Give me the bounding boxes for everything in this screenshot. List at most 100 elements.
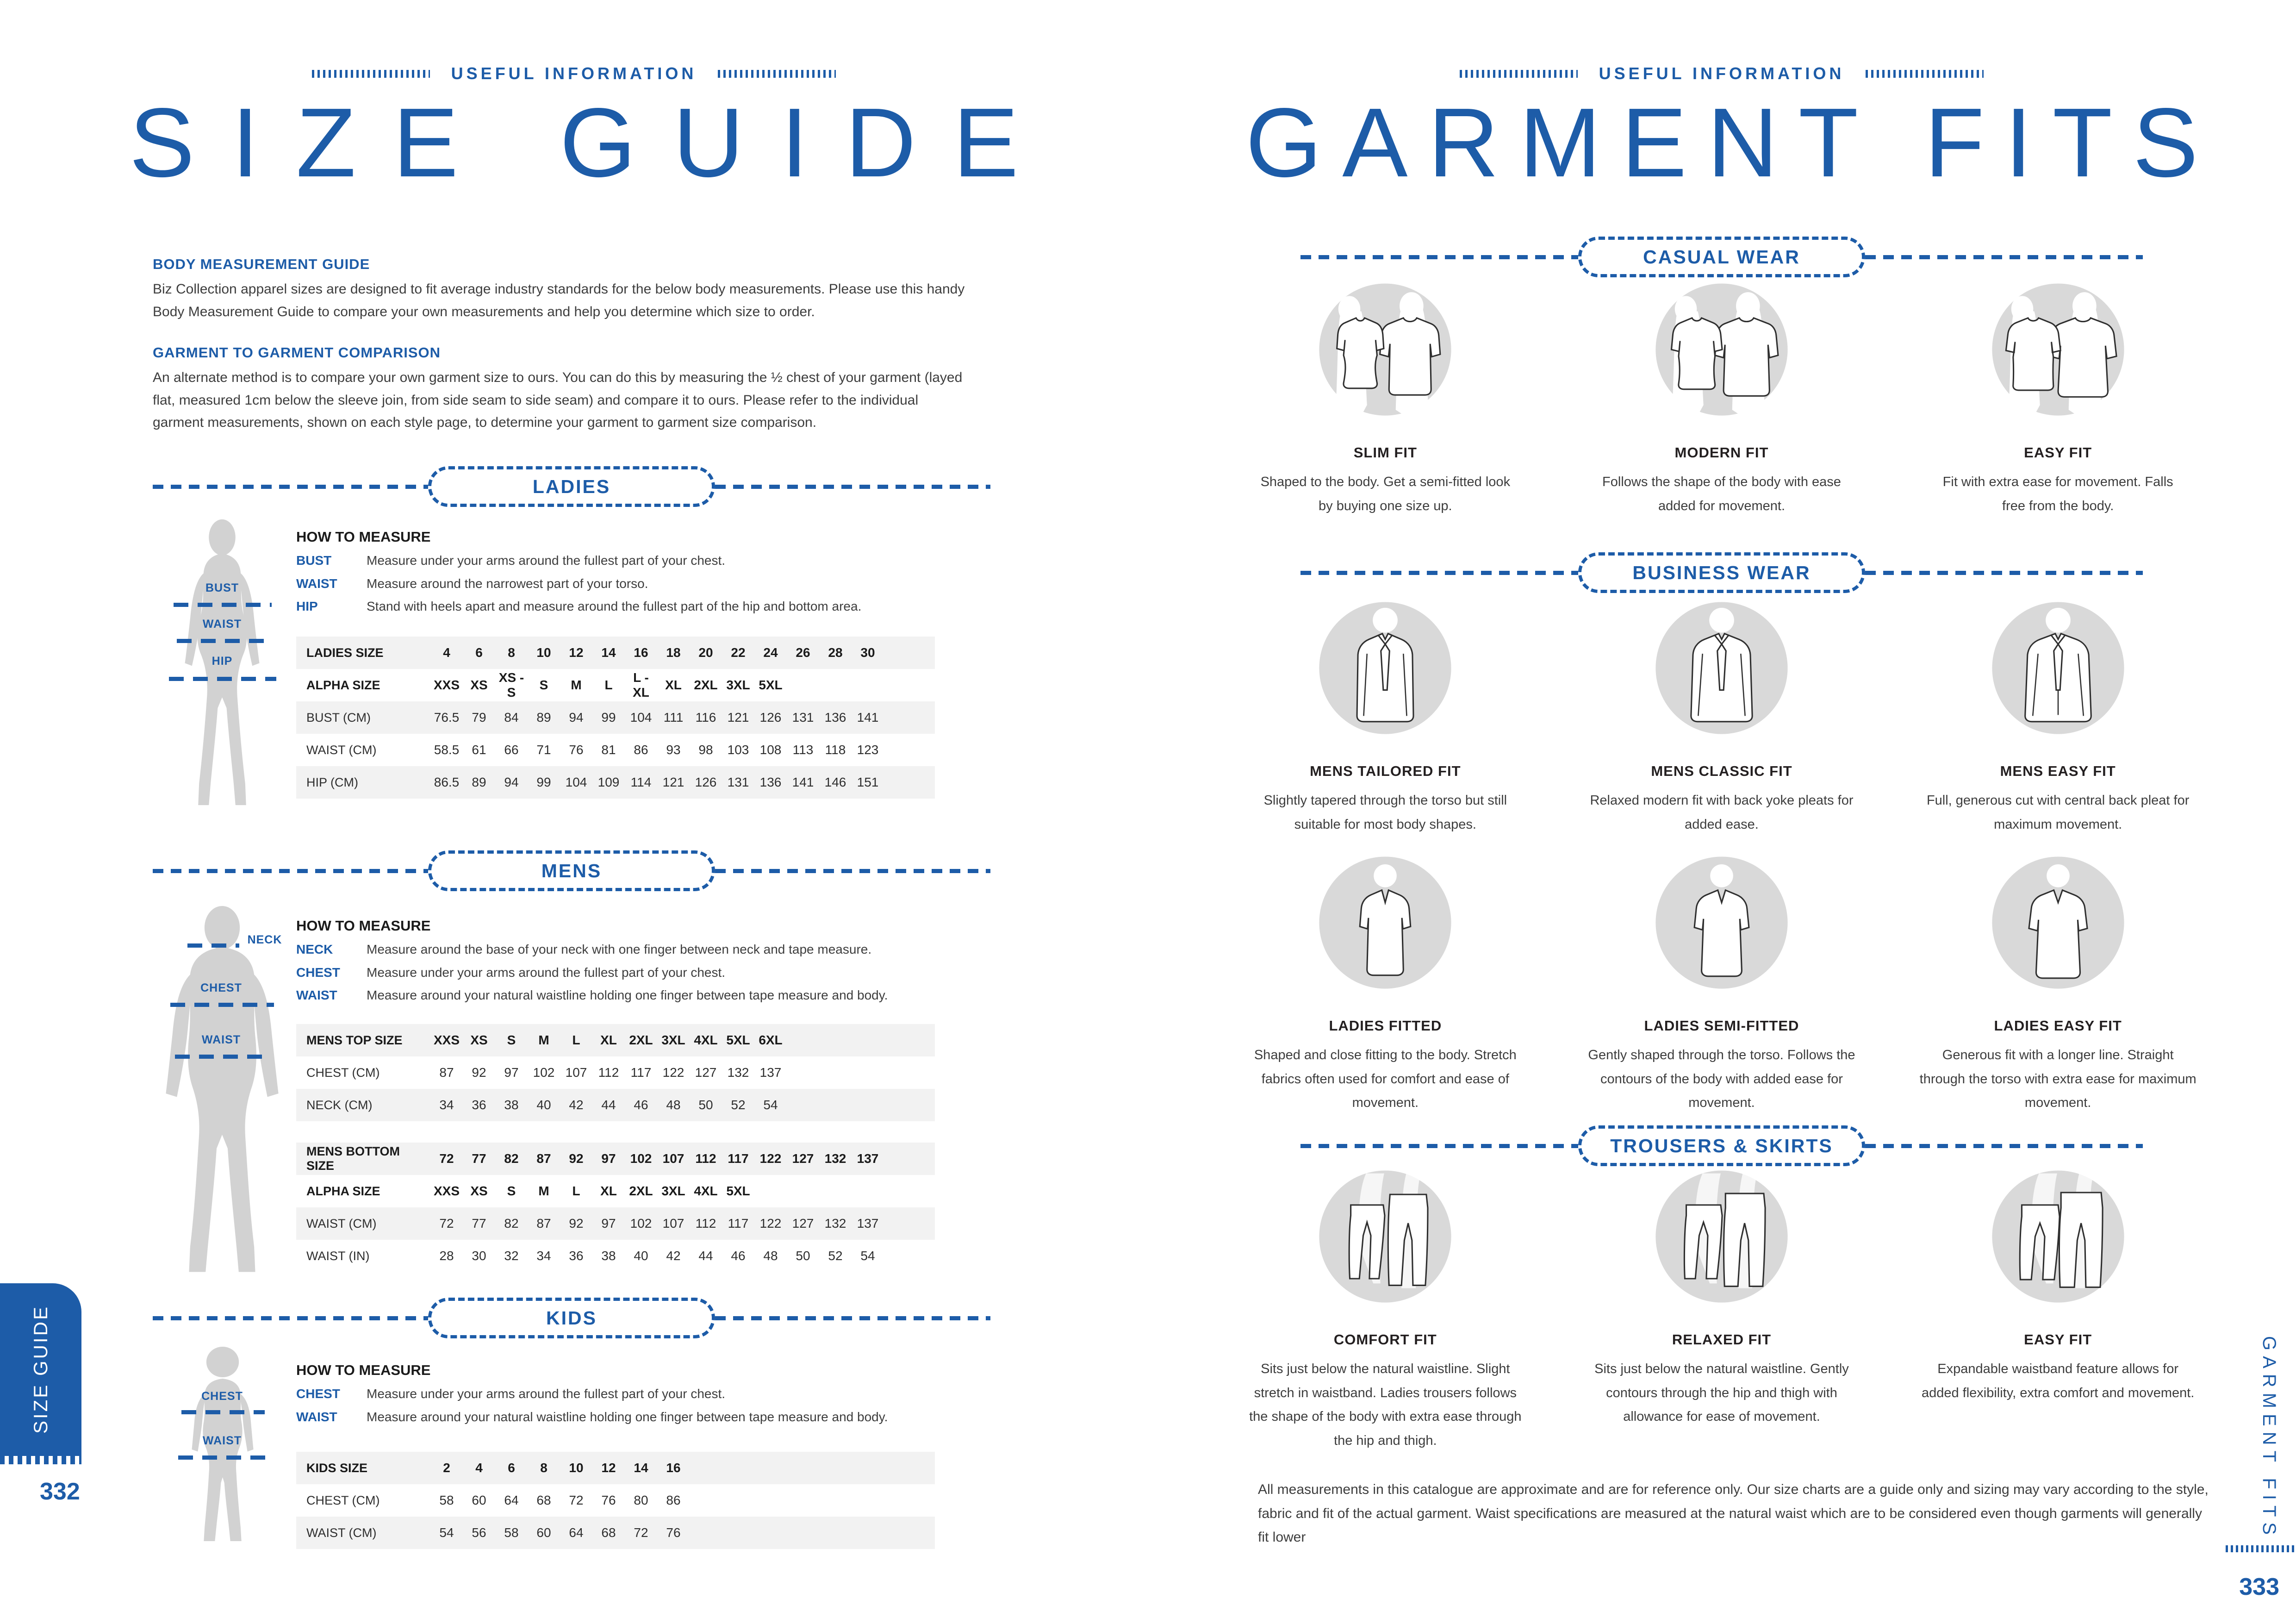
cell-value: 48 xyxy=(666,1098,681,1112)
kicker-label: USEFUL INFORMATION xyxy=(1599,64,1845,83)
section-label: MENS xyxy=(541,860,602,881)
measure-desc: Measure under your arms around the fulle… xyxy=(367,553,726,568)
cell-value: 132 xyxy=(824,1151,846,1166)
ladies-top-icon xyxy=(1650,850,1793,993)
cell-value: 54 xyxy=(860,1249,875,1263)
row-label: BUST (CM) xyxy=(306,710,371,725)
cell-value: 30 xyxy=(472,1249,486,1263)
cell-value: 81 xyxy=(601,743,616,757)
section-pill: LADIES xyxy=(428,466,715,507)
cell-value: 77 xyxy=(472,1216,486,1230)
cell-value: 4 xyxy=(443,645,450,660)
cell-value: 77 xyxy=(472,1151,486,1166)
page-title: SIZE GUIDE xyxy=(129,87,1056,197)
cell-value: M xyxy=(571,678,582,692)
dashed-line xyxy=(1300,570,1578,575)
cell-value: 146 xyxy=(824,775,846,789)
cell-value: 42 xyxy=(666,1249,681,1263)
measure-term: WAIST xyxy=(296,1409,337,1424)
fit-name: LADIES FITTED xyxy=(1329,1018,1442,1034)
cell-value: XS xyxy=(470,1184,488,1198)
cell-value: XXS xyxy=(433,1033,460,1047)
dashed-measure-line xyxy=(175,1055,269,1059)
row-label: KIDS SIZE xyxy=(306,1461,368,1475)
trousers-icon xyxy=(1986,1164,2130,1307)
body-measurement-text: Biz Collection apparel sizes are designe… xyxy=(153,281,965,319)
ladies-how-to-measure: HOW TO MEASURE BUST Measure under your a… xyxy=(296,529,963,614)
cell-value: 86 xyxy=(634,743,648,757)
measure-row: NECK Measure around the base of your nec… xyxy=(296,942,963,957)
mens-how-to-measure: HOW TO MEASURE NECK Measure around the b… xyxy=(296,918,963,1003)
how-to-measure-heading: HOW TO MEASURE xyxy=(296,529,431,545)
row-label: MENS TOP SIZE xyxy=(306,1033,403,1047)
cell-value: 94 xyxy=(504,775,519,789)
cell-value: 8 xyxy=(540,1461,548,1475)
section-label: KIDS xyxy=(546,1307,597,1329)
cell-value: 68 xyxy=(536,1493,551,1507)
cell-value: 14 xyxy=(601,645,616,660)
cell-value: 4XL xyxy=(694,1033,718,1047)
dashed-measure-line xyxy=(174,603,272,607)
cell-value: 122 xyxy=(759,1151,782,1166)
cell-value: 136 xyxy=(824,710,846,725)
garment-fits-page: USEFUL INFORMATION GARMENT FITS CASUAL W… xyxy=(1148,0,2296,1624)
section-label: LADIES xyxy=(532,475,611,497)
cell-value: 107 xyxy=(662,1216,684,1230)
figure-label: HIP xyxy=(212,655,233,668)
fit-desc: Generous fit with a longer line. Straigh… xyxy=(1919,1048,2196,1111)
cell-value: M xyxy=(538,1033,549,1047)
cell-value: 48 xyxy=(763,1249,778,1263)
cell-value: 112 xyxy=(695,1216,716,1230)
size-guide-tab: SIZE GUIDE xyxy=(0,1283,81,1456)
cell-value: 54 xyxy=(439,1525,454,1540)
business-ladies-fit-cards: LADIES FITTED Shaped and close fitting t… xyxy=(1217,850,2226,1115)
section-pill: TROUSERS & SKIRTS xyxy=(1578,1125,1865,1166)
measure-desc: Stand with heels apart and measure aroun… xyxy=(367,599,862,614)
cell-value: 131 xyxy=(727,775,749,789)
cell-value: 38 xyxy=(601,1249,616,1263)
measure-desc: Measure around your natural waistline ho… xyxy=(367,1409,888,1424)
cell-value: XXS xyxy=(433,678,460,692)
section-pill: MENS xyxy=(428,850,715,891)
cell-value: L xyxy=(572,1033,580,1047)
casual-fit-cards: SLIM FIT Shaped to the body. Get a semi-… xyxy=(1217,277,2226,518)
cell-value: S xyxy=(507,1033,516,1047)
ladies-top-icon xyxy=(1986,850,2130,993)
fit-card: LADIES FITTED Shaped and close fitting t… xyxy=(1217,850,1554,1115)
measure-term: HIP xyxy=(296,599,318,614)
row-label: MENS BOTTOM SIZE xyxy=(306,1144,400,1173)
fit-desc: Shaped and close fitting to the body. St… xyxy=(1254,1048,1517,1111)
fit-desc: Relaxed modern fit with back yoke pleats… xyxy=(1590,793,1854,832)
cell-value: 112 xyxy=(695,1151,716,1166)
row-label: CHEST (CM) xyxy=(306,1493,380,1507)
cell-value: 54 xyxy=(763,1098,778,1112)
cell-value: XS xyxy=(470,1033,488,1047)
measure-term: WAIST xyxy=(296,576,337,591)
cell-value: 104 xyxy=(565,775,587,789)
fit-desc: Gently shaped through the torso. Follows… xyxy=(1588,1048,1855,1111)
size-guide-page: USEFUL INFORMATION SIZE GUIDE BODY MEASU… xyxy=(0,64,1019,1553)
cell-value: 12 xyxy=(569,645,584,660)
cell-value: 103 xyxy=(727,743,749,757)
fit-card: MENS CLASSIC FIT Relaxed modern fit with… xyxy=(1554,595,1890,837)
table-row: NECK (CM) 34 36 38 40 42 44 46 48 50 52 54 xyxy=(296,1089,935,1121)
cell-value: 94 xyxy=(569,710,584,725)
dashed-line xyxy=(1865,255,2143,259)
measure-desc: Measure around the narrowest part of you… xyxy=(367,576,648,591)
cell-value: 6 xyxy=(508,1461,515,1475)
kids-how-to-measure: HOW TO MEASURE CHEST Measure under your … xyxy=(296,1362,963,1424)
cell-value: 113 xyxy=(792,743,814,757)
trousers-skirts-header: TROUSERS & SKIRTS xyxy=(1300,1125,2143,1167)
fit-name: EASY FIT xyxy=(2024,1331,2092,1348)
child-figure: CHEST WAIST xyxy=(153,1343,292,1553)
cell-value: 58 xyxy=(439,1493,454,1507)
fit-card: MENS TAILORED FIT Slightly tapered throu… xyxy=(1217,595,1554,837)
cell-value: 46 xyxy=(731,1249,746,1263)
cell-value: 60 xyxy=(536,1525,551,1540)
cell-value: XL xyxy=(600,1184,617,1198)
measure-row: CHEST Measure under your arms around the… xyxy=(296,965,963,981)
business-wear-header: BUSINESS WEAR xyxy=(1300,552,2143,593)
shirt-tie-icon xyxy=(1313,595,1457,739)
cell-value: 116 xyxy=(695,710,716,725)
